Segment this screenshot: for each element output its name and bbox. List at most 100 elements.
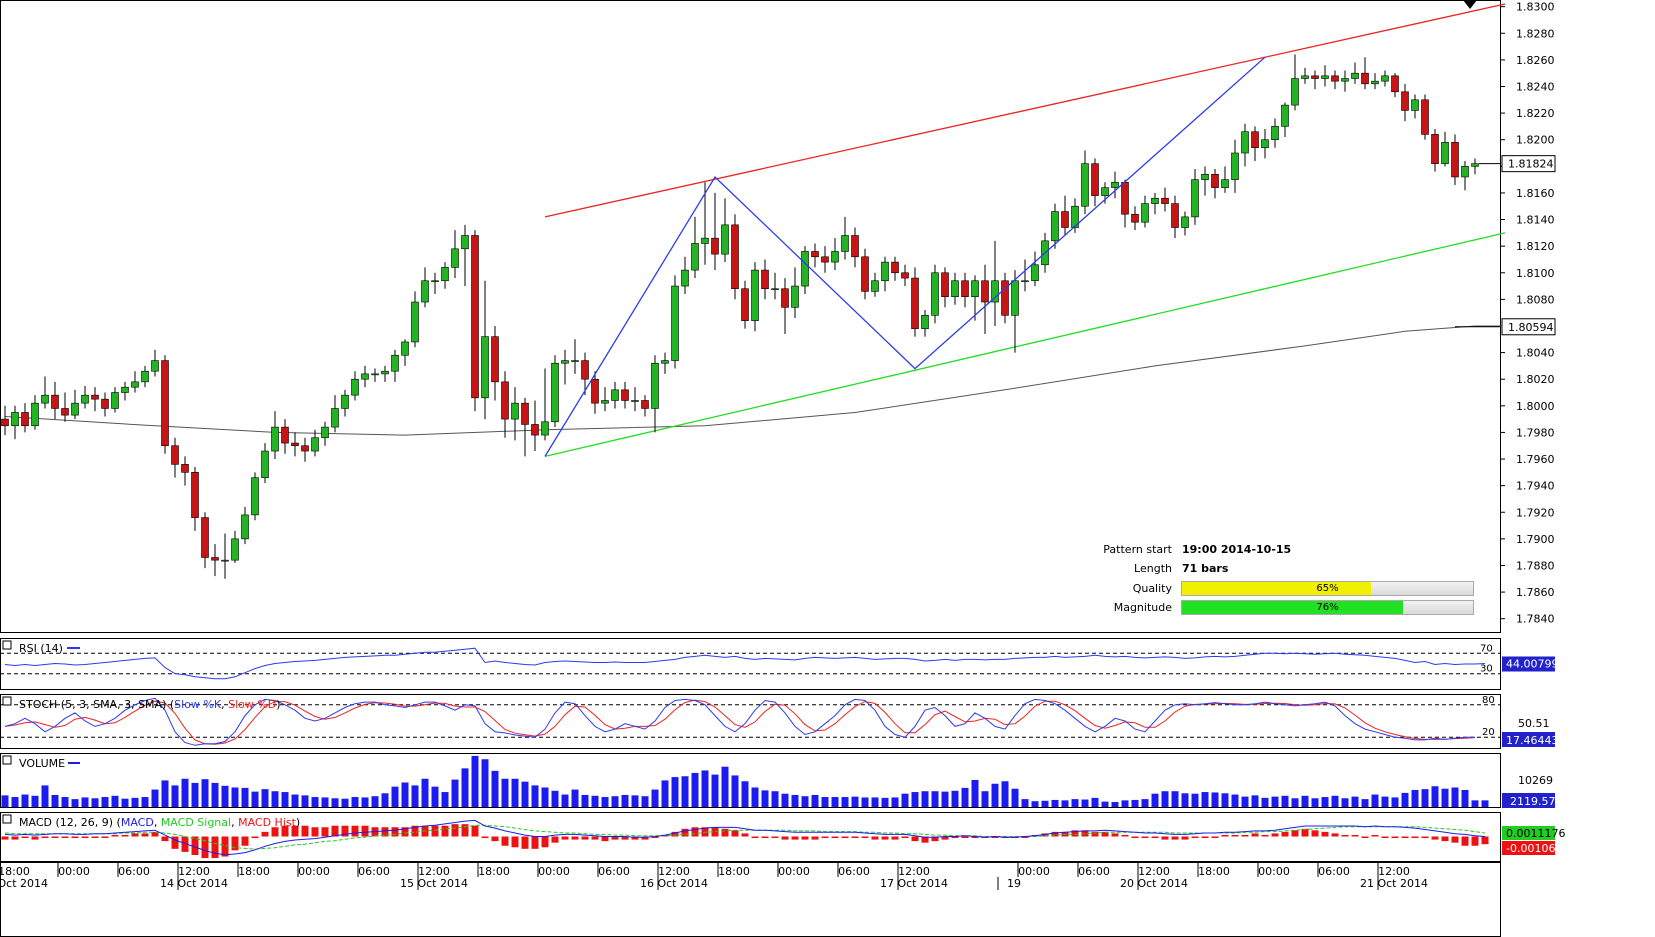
stoch-level-label: 20: [1482, 727, 1495, 738]
volume-bar: [431, 786, 439, 807]
volume-bar: [531, 785, 539, 807]
candle-body: [691, 243, 699, 271]
macd-hist-bar: [481, 836, 489, 839]
volume-bar: [851, 796, 859, 807]
candle-body: [101, 398, 109, 409]
volume-bar: [1401, 792, 1409, 807]
date-label: 16 Oct 2014: [640, 877, 708, 890]
candle-body: [291, 442, 299, 447]
macd-sep: ,: [154, 816, 161, 829]
candle-body: [631, 400, 639, 402]
volume-bar: [501, 778, 509, 807]
candle-body: [301, 445, 309, 452]
candle-body: [1381, 75, 1389, 82]
volume-bar: [411, 785, 419, 807]
time-label: 12:00: [178, 865, 210, 878]
volume-bar: [1291, 798, 1299, 807]
rsi-level-label: 30: [1480, 664, 1493, 675]
macd-hist-bar: [721, 828, 729, 837]
volume-bar: [831, 797, 839, 807]
candle-body: [1211, 173, 1219, 188]
macd-hist-bar: [631, 836, 639, 840]
ma-value-label: 1.80594: [1508, 321, 1554, 334]
candle-body: [191, 472, 199, 518]
volume-bar: [421, 778, 429, 807]
candle-body: [81, 394, 89, 404]
candle-body: [91, 394, 99, 400]
candle-body: [951, 280, 959, 298]
time-label: 18:00: [718, 865, 750, 878]
candle-body: [701, 237, 709, 244]
price-tick-label: 1.7940: [1516, 480, 1555, 493]
macd-hist-bar: [1331, 833, 1339, 837]
macd-hist-bar: [1091, 831, 1099, 837]
quality-bar-fill: [1182, 582, 1372, 595]
macd-hist-bar: [511, 836, 519, 848]
rsi-level-label: 70: [1480, 643, 1493, 654]
candle-body: [421, 280, 429, 303]
volume-bar: [1241, 796, 1249, 807]
candle-body: [61, 408, 69, 416]
candle-body: [1441, 142, 1449, 164]
volume-bar: [511, 778, 519, 807]
macd-hist-bar: [391, 827, 399, 837]
macd-hist-bar: [1281, 831, 1289, 837]
volume-bar: [361, 797, 369, 807]
volume-bar: [1111, 802, 1119, 807]
macd-hist-bar: [51, 836, 59, 838]
volume-bar: [311, 797, 319, 807]
macd-hist-bar: [961, 836, 969, 838]
candle-body: [1311, 75, 1319, 79]
macd-hist-bar: [581, 836, 589, 840]
macd-hist-bar: [1241, 834, 1249, 837]
volume-bar: [1321, 797, 1329, 807]
candle-body: [241, 514, 249, 540]
volume-bar: [961, 787, 969, 807]
volume-bar: [91, 798, 99, 807]
macd-hist-bar: [901, 836, 909, 839]
candle-body: [561, 360, 569, 364]
candle-body: [911, 277, 919, 329]
volume-bar: [941, 791, 949, 807]
volume-bar: [1441, 788, 1449, 807]
candle-body: [551, 362, 559, 423]
time-label: 18:00: [1198, 865, 1230, 878]
macd-hist-bar: [671, 831, 679, 837]
volume-bar: [841, 797, 849, 807]
volume-bar: [581, 794, 589, 807]
price-tick-label: 1.7920: [1516, 506, 1555, 519]
volume-bar: [1261, 797, 1269, 807]
macd-hist-bar: [311, 827, 319, 837]
candle-body: [1001, 280, 1009, 316]
volume-bar: [1211, 792, 1219, 807]
volume-bar: [1371, 794, 1379, 807]
macd-hist-bar: [141, 833, 149, 837]
price-tick-label: 1.8020: [1516, 373, 1555, 386]
volume-bar: [591, 795, 599, 807]
candle-body: [1011, 280, 1019, 316]
candle-body: [121, 386, 129, 393]
magnitude-value: 76%: [1316, 602, 1339, 613]
macd-hist-bar: [1, 836, 9, 840]
price-tick-label: 1.7880: [1516, 559, 1555, 572]
candle-body: [1471, 163, 1479, 167]
macd-hist-bar: [1221, 834, 1229, 837]
candle-body: [431, 280, 439, 283]
pattern-start-label: Pattern start: [1103, 543, 1172, 556]
macd-hist-bar: [1201, 836, 1209, 838]
lower-trend-line: [544, 232, 1506, 458]
candle-body: [261, 450, 269, 478]
quality-value: 65%: [1316, 583, 1339, 594]
candle-body: [71, 402, 79, 416]
candle-body: [1281, 104, 1289, 127]
volume-bar: [741, 781, 749, 807]
candle-body: [171, 445, 179, 465]
macd-hist-bar: [541, 836, 549, 848]
macd-hist-bar: [61, 836, 69, 838]
moving-average-line: [4, 325, 1505, 436]
volume-bar: [751, 787, 759, 807]
stoch-value-box: [1502, 732, 1555, 747]
pattern-start-value: 19:00 2014-10-15: [1182, 543, 1292, 556]
macd-hist-bar: [731, 830, 739, 837]
volume-bar: [1191, 793, 1199, 807]
